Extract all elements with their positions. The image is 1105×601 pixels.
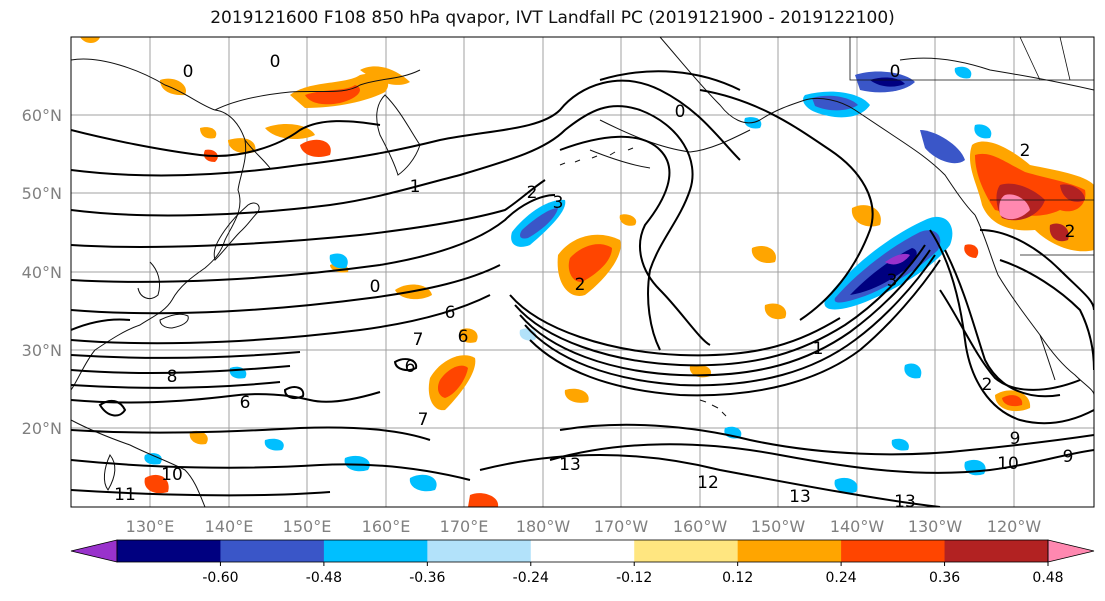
- colorbar-box: [737, 540, 842, 562]
- colorbar-tick-label: -0.36: [409, 570, 445, 586]
- colorbar-tick-label: 0.12: [722, 570, 753, 586]
- contour-label: 0: [675, 102, 686, 122]
- lon-label: 140°W: [830, 517, 885, 536]
- contour-label: 11: [114, 485, 136, 505]
- colorbar-extend-min: [70, 539, 118, 563]
- colorbar-box: [323, 540, 428, 562]
- contour-label: 6: [240, 393, 251, 413]
- colorbar: [70, 539, 1095, 563]
- colorbar-tick-label: 0.36: [929, 570, 960, 586]
- colorbar-box: [427, 540, 532, 562]
- lon-label: 160°W: [673, 517, 728, 536]
- contour-label: 12: [697, 473, 719, 493]
- contour-label: 13: [894, 492, 916, 512]
- colorbar-box: [530, 540, 635, 562]
- contour-label: 2: [982, 375, 993, 395]
- contour-label: 6: [405, 357, 416, 377]
- contour-label: 2: [527, 183, 538, 203]
- colorbar-box: [944, 540, 1049, 562]
- colorbar-tick-label: 0.48: [1032, 570, 1063, 586]
- ivt-contours: [71, 70, 1094, 507]
- lon-label: 120°W: [987, 517, 1042, 536]
- contour-label: 0: [270, 52, 281, 72]
- contour-label: 13: [789, 487, 811, 507]
- contour-label: 7: [413, 330, 424, 350]
- lon-label: 140°E: [205, 517, 254, 536]
- contour-label: 0: [370, 277, 381, 297]
- colorbar-tick-labels: -0.60 -0.48 -0.36 -0.24 -0.12 0.12 0.24 0.36 0.4…: [202, 562, 1064, 586]
- map-frame: [70, 36, 1095, 508]
- contour-label: 3: [887, 271, 898, 291]
- colorbar-extend-max: [1047, 539, 1095, 563]
- contour-label: 9: [1010, 429, 1021, 449]
- contour-label: 13: [559, 455, 581, 475]
- lon-label: 130°W: [908, 517, 963, 536]
- contour-label: 2: [575, 275, 586, 295]
- contour-label: 8: [167, 367, 178, 387]
- lon-label: 150°E: [283, 517, 332, 536]
- colorbar-tick-label: -0.60: [202, 570, 238, 586]
- contour-label: 2: [1065, 222, 1076, 242]
- colorbar-box: [220, 540, 325, 562]
- latitude-labels: 60°N 50°N 40°N 30°N 20°N: [22, 106, 62, 438]
- lat-label: 50°N: [22, 184, 62, 203]
- contour-label: 7: [418, 410, 429, 430]
- colorbar-tick-label: -0.48: [306, 570, 342, 586]
- contour-label: 6: [445, 303, 456, 323]
- lat-label: 30°N: [22, 341, 62, 360]
- lon-label: 150°W: [751, 517, 806, 536]
- contour-label: 9: [1063, 447, 1074, 467]
- contour-label: 6: [458, 327, 469, 347]
- contour-label: 10: [997, 454, 1019, 474]
- contour-label: 10: [161, 465, 183, 485]
- lat-label: 60°N: [22, 106, 62, 125]
- colorbar-tick-label: -0.12: [616, 570, 652, 586]
- longitude-labels: 130°E 140°E 150°E 160°E 170°E 180°W 170°W 160°W…: [126, 517, 1042, 536]
- coastlines: [71, 37, 1094, 507]
- contour-label: 0: [183, 62, 194, 82]
- colorbar-box: [117, 540, 221, 562]
- colorbar-tick-label: -0.24: [513, 570, 549, 586]
- lon-label: 160°E: [362, 517, 411, 536]
- lon-label: 130°E: [126, 517, 175, 536]
- lon-label: 180°W: [516, 517, 571, 536]
- colorbar-tick-label: 0.24: [826, 570, 857, 586]
- contour-label: 2: [1020, 141, 1031, 161]
- map-title: 2019121600 F108 850 hPa qvapor, IVT Land…: [210, 8, 895, 28]
- colorbar-box: [841, 540, 946, 562]
- colorbar-frame: [116, 539, 1049, 563]
- contour-label: 1: [410, 177, 421, 197]
- lat-label: 20°N: [22, 419, 62, 438]
- contour-label: 0: [890, 62, 901, 82]
- lon-label: 170°E: [440, 517, 489, 536]
- contour-label: 3: [553, 193, 564, 213]
- lat-label: 40°N: [22, 263, 62, 282]
- contour-label: 1: [813, 339, 824, 359]
- lon-label: 170°W: [594, 517, 649, 536]
- colorbar-box: [634, 540, 739, 562]
